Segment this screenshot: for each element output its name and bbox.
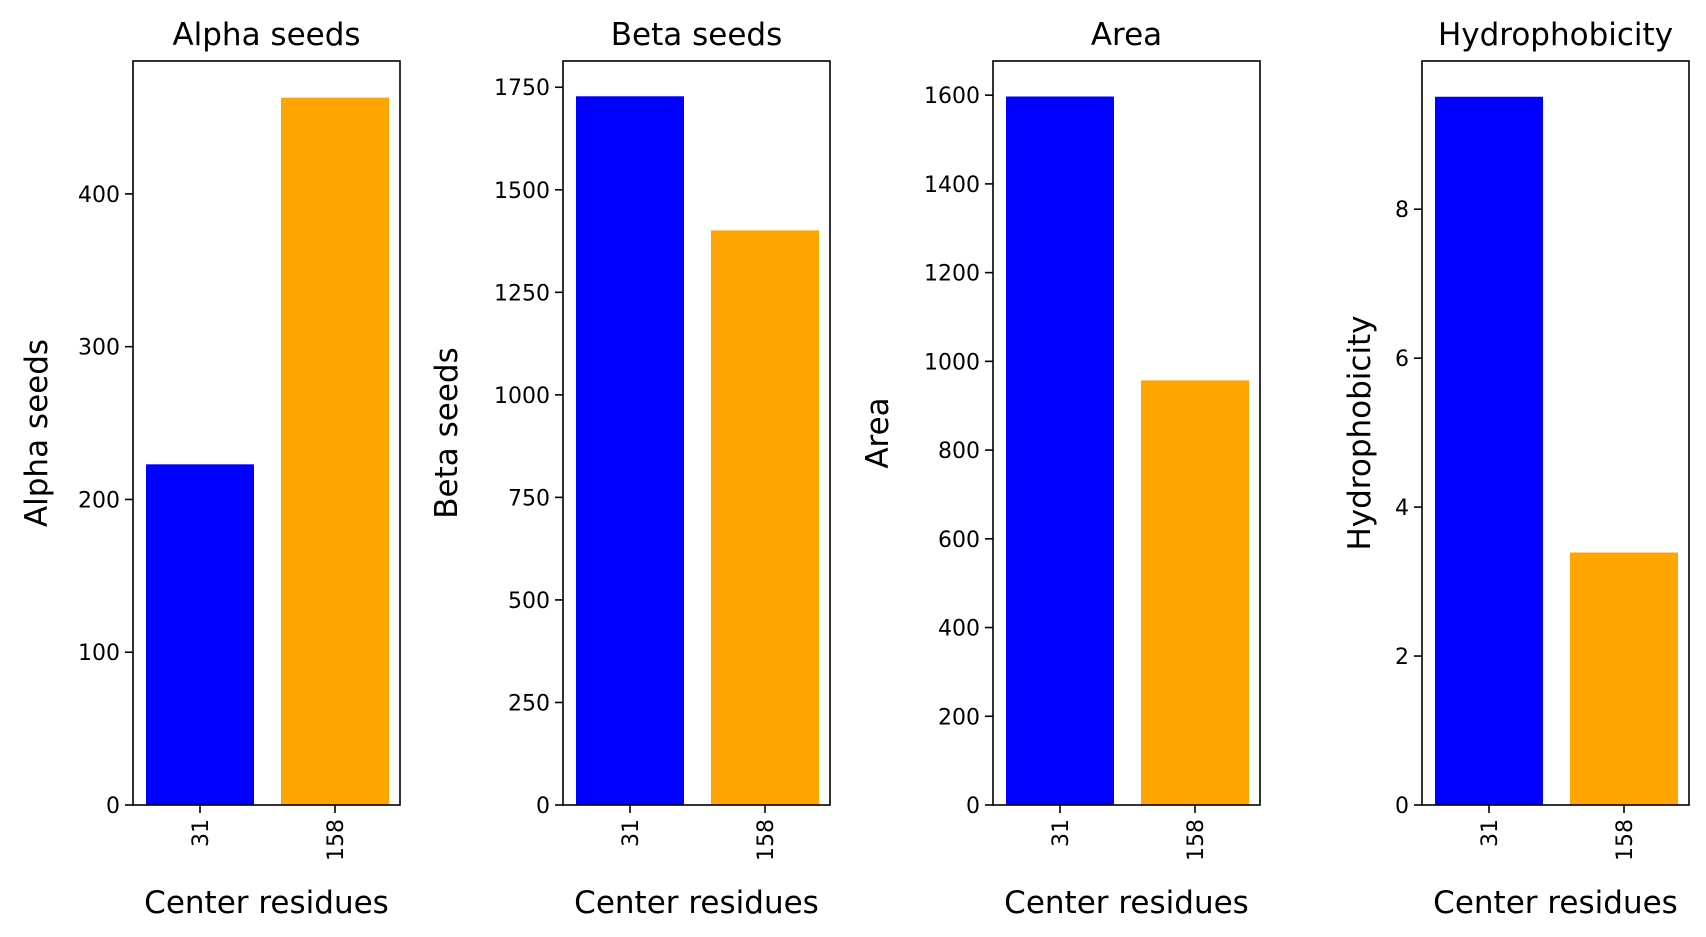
bar-158 <box>1141 380 1249 805</box>
y-tick-label: 0 <box>106 794 120 819</box>
x-axis-label: Center residues <box>1433 885 1678 921</box>
chart-title: Alpha seeds <box>172 17 360 53</box>
y-axis-label: Alpha seeds <box>19 339 55 527</box>
axes-frame <box>562 60 831 806</box>
y-tick-label: 400 <box>938 617 980 642</box>
y-tick-label: 4 <box>1395 496 1409 521</box>
x-tick-label: 31 <box>1049 819 1074 847</box>
axes-frame <box>132 60 401 806</box>
x-axis-label: Center residues <box>1004 885 1249 921</box>
y-tick-label: 2 <box>1395 645 1409 670</box>
y-tick-label: 0 <box>536 794 550 819</box>
bar-31 <box>1435 96 1543 806</box>
bar-31 <box>1006 96 1114 806</box>
x-tick-label: 158 <box>1613 819 1638 861</box>
axes-frame <box>992 60 1261 806</box>
y-tick-label: 300 <box>78 336 120 361</box>
y-tick-label: 600 <box>938 528 980 553</box>
y-tick-label: 200 <box>78 488 120 513</box>
y-tick-label: 6 <box>1395 347 1409 372</box>
y-axis-label: Beta seeds <box>429 347 465 518</box>
y-tick-label: 1600 <box>924 84 980 109</box>
x-axis-label: Center residues <box>574 885 819 921</box>
y-tick-label: 1000 <box>924 350 980 375</box>
y-tick-label: 400 <box>78 183 120 208</box>
x-axis-label: Center residues <box>144 885 389 921</box>
y-tick-label: 0 <box>1395 794 1409 819</box>
y-tick-label: 8 <box>1395 198 1409 223</box>
y-tick-label: 750 <box>508 486 550 511</box>
axes-frame <box>1421 60 1690 806</box>
chart-panel-3: 0 200 400 600 800 1000 1200 1400 1600 31 158 Area Ce… <box>860 17 1261 921</box>
y-tick-label: 1750 <box>494 76 550 101</box>
chart-title: Area <box>1091 17 1162 53</box>
bar-31 <box>576 96 684 805</box>
y-tick-label: 100 <box>78 641 120 666</box>
chart-panel-2: 0 250 500 750 1000 1250 1500 1750 31 158 Beta seed… <box>429 17 831 921</box>
bar-158 <box>281 97 389 806</box>
chart-panel-1: 0 100 200 300 400 31 158 Alpha seeds Center resi… <box>19 17 401 921</box>
y-tick-label: 1500 <box>494 179 550 204</box>
x-tick-label: 158 <box>324 819 349 861</box>
y-tick-label: 200 <box>938 705 980 730</box>
y-tick-label: 1000 <box>494 384 550 409</box>
chart-title: Beta seeds <box>611 17 782 53</box>
x-tick-label: 158 <box>754 819 779 861</box>
y-tick-label: 500 <box>508 589 550 614</box>
y-tick-label: 800 <box>938 439 980 464</box>
y-axis-label: Hydrophobicity <box>1342 315 1378 550</box>
bar-158 <box>711 230 819 806</box>
y-tick-label: 0 <box>966 794 980 819</box>
x-tick-label: 158 <box>1184 819 1209 861</box>
x-tick-label: 31 <box>1478 819 1503 847</box>
chart-title: Hydrophobicity <box>1438 17 1673 53</box>
y-tick-label: 1200 <box>924 262 980 287</box>
bar-158 <box>1570 552 1678 805</box>
chart-panel-4: 0 2 4 6 8 31 158 Hydrophobicity Center residues H… <box>1342 17 1690 921</box>
y-tick-label: 1400 <box>924 173 980 198</box>
y-tick-label: 1250 <box>494 281 550 306</box>
x-tick-label: 31 <box>619 819 644 847</box>
bar-31 <box>146 464 254 805</box>
x-tick-label: 31 <box>189 819 214 847</box>
y-tick-label: 250 <box>508 691 550 716</box>
y-axis-label: Area <box>860 397 896 468</box>
